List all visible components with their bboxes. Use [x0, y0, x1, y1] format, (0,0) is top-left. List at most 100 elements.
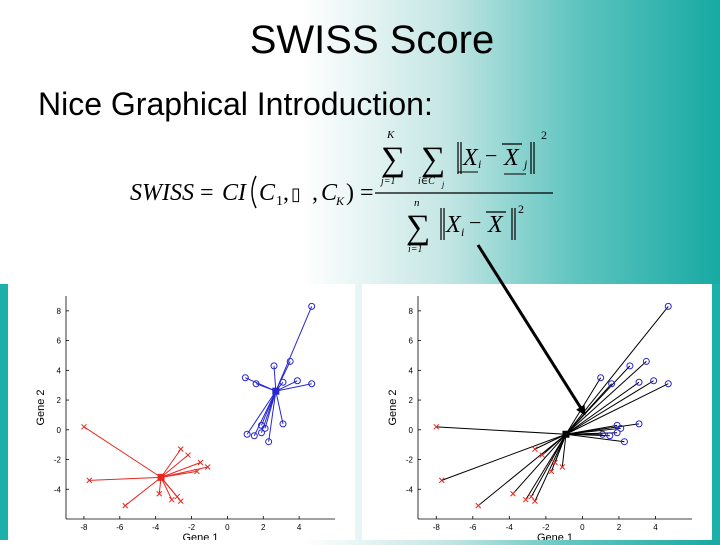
y-tick-label: -4 [406, 485, 414, 494]
y-axis-label: Gene 2 [35, 389, 47, 425]
y-tick-label: 8 [57, 307, 62, 316]
distance-line [160, 477, 173, 500]
formula-sum-i1: i=1 [408, 244, 423, 255]
swiss-formula: SWISS = CI C 1 , ▯ , C K ) = K ∑ j=1 ∑ i… [130, 128, 553, 255]
x-tick-label: -4 [506, 523, 514, 532]
data-point-x [122, 502, 129, 509]
formula-ck: C [321, 180, 338, 206]
y-tick-label: -2 [54, 456, 62, 465]
data-point-x [177, 498, 184, 505]
distance-line [565, 306, 669, 435]
data-point-o [257, 429, 265, 437]
y-tick-label: -4 [54, 485, 62, 494]
formula-comma: , [283, 180, 289, 206]
formula-missing-glyph: ▯ [291, 184, 301, 204]
distance-line [275, 380, 298, 392]
data-point-x [177, 446, 184, 452]
slide-subtitle: Nice Graphical Introduction: [38, 86, 433, 122]
formula-sigma-inner: ∑ [421, 141, 445, 178]
y-tick-label: 0 [409, 426, 414, 435]
data-point-o [270, 362, 278, 370]
y-tick-label: 6 [409, 337, 414, 346]
distance-line [565, 381, 640, 435]
formula-power: 2 [541, 128, 547, 142]
y-tick-label: 2 [57, 396, 62, 405]
scatter-plot-clusters: -4 -2 0 2 4 6 8 -8 -6 -4 -2 0 2 4 Gene 1 Gene 2 [35, 296, 335, 544]
data-point-o [664, 380, 672, 388]
data-point-o [617, 424, 625, 432]
y-tick-label: 6 [57, 337, 62, 346]
data-point-o [252, 380, 260, 388]
data-point-o [243, 430, 251, 438]
formula-minus: − [485, 143, 497, 168]
distance-line [160, 462, 201, 478]
distance-line [268, 391, 277, 442]
formula-den-x-sub: i [461, 225, 464, 239]
data-point-o [597, 374, 605, 382]
distance-line [273, 365, 277, 392]
distance-line [89, 476, 162, 481]
formula-sigma-outer: ∑ [381, 141, 405, 178]
formula-sum-i-cj-sub: j [441, 180, 445, 189]
data-point-o [293, 377, 301, 385]
distance-line [261, 390, 277, 433]
data-point-x [156, 490, 163, 497]
distance-line [275, 383, 312, 392]
x-tick-label: -8 [433, 523, 441, 532]
distance-line [565, 424, 618, 435]
distance-line [554, 434, 567, 463]
cluster-centroid [157, 473, 165, 481]
formula-ci: CI [222, 180, 247, 206]
data-point-o [650, 377, 658, 385]
x-tick-label: -4 [152, 523, 160, 532]
distance-line [565, 383, 669, 435]
data-point-x [548, 468, 555, 475]
distance-line [534, 433, 567, 450]
x-tick-label: 2 [261, 523, 266, 532]
distance-line [275, 391, 284, 424]
formula-c1-sub: 1 [276, 194, 283, 209]
data-point-o [265, 438, 273, 446]
formula-xbar: X [503, 145, 520, 171]
distance-line [275, 306, 313, 392]
data-point-o [620, 438, 628, 446]
formula-lhs: SWISS [130, 180, 194, 206]
y-tick-label: -2 [406, 456, 414, 465]
data-point-o [635, 378, 643, 386]
distance-line [275, 361, 291, 392]
data-point-x [559, 464, 566, 470]
x-tick-label: 0 [225, 523, 230, 532]
distance-line [441, 433, 567, 481]
y-axis-label: Gene 2 [387, 389, 399, 425]
data-point-o [606, 432, 614, 440]
data-point-x [197, 459, 204, 466]
formula-c1: C [259, 180, 276, 206]
distance-line [565, 433, 625, 443]
formula-den-x: X [445, 212, 462, 238]
data-point-o [635, 420, 643, 428]
distance-line [525, 433, 567, 500]
distance-line [561, 434, 567, 468]
distance-line [512, 433, 567, 495]
data-point-o [598, 430, 606, 438]
data-point-x [532, 498, 538, 505]
data-point-o [250, 432, 258, 440]
formula-equals: = [200, 180, 214, 206]
data-point-o [608, 380, 616, 388]
formula-sum-j1: j=1 [379, 176, 396, 187]
formula-den-xbar: X [487, 212, 504, 238]
data-point-x [81, 423, 87, 430]
formula-xbar-sub: j [522, 157, 528, 171]
scatter-plot-overall-mean: -4 -2 0 2 4 6 8 -8 -6 -4 -2 0 2 4 Gene 1 Gene 2 [387, 296, 692, 544]
data-point-x [539, 452, 546, 458]
distance-line [124, 476, 162, 507]
x-tick-label: 4 [653, 523, 658, 532]
formula-left-paren [251, 175, 257, 209]
distance-line [253, 390, 277, 436]
data-point-o [613, 429, 621, 437]
y-tick-label: 0 [57, 426, 62, 435]
formula-rparen-eq: ) = [346, 180, 374, 206]
distance-line [565, 361, 647, 435]
distance-line [530, 434, 567, 497]
formula-sum-n: n [414, 197, 420, 209]
